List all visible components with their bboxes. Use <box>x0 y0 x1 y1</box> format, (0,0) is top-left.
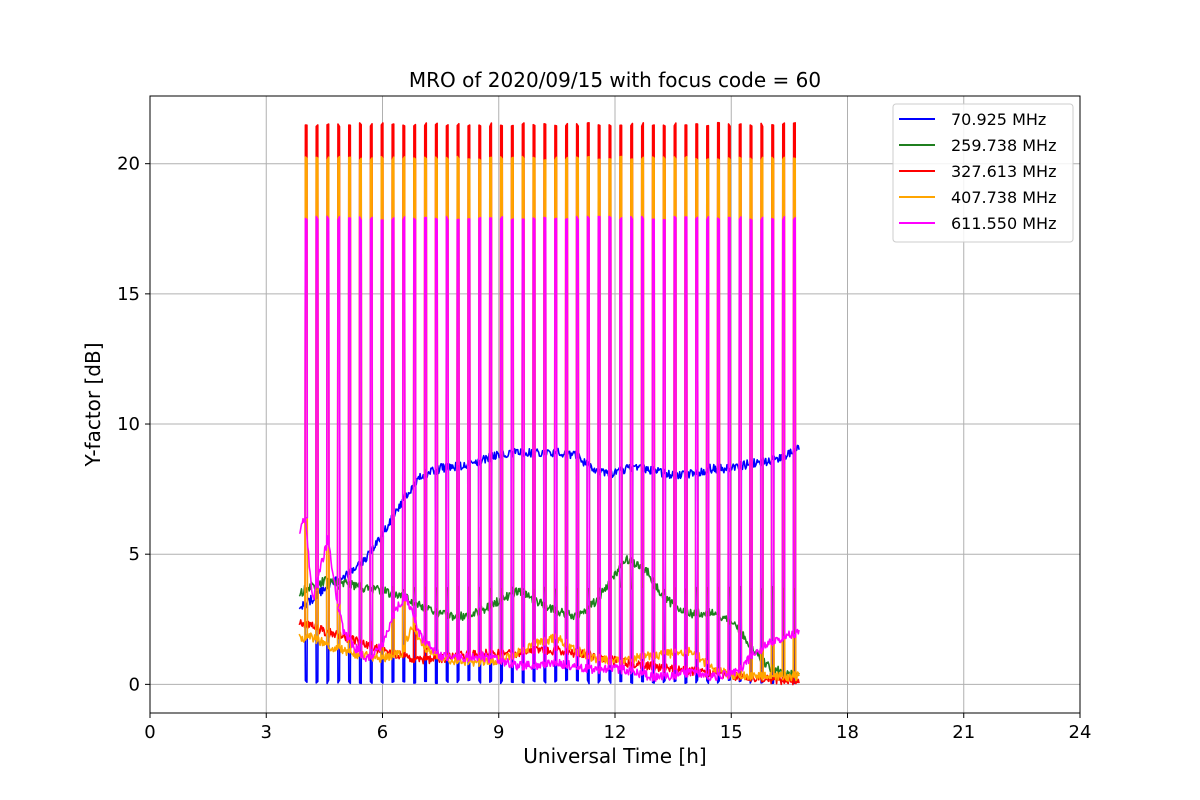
legend-entry-label: 407.738 MHz <box>951 188 1056 207</box>
x-axis-label: Universal Time [h] <box>523 744 706 768</box>
x-tick-label: 12 <box>604 722 627 743</box>
legend: 70.925 MHz 259.738 MHz 327.613 MHz 407.738 … <box>892 103 1074 243</box>
y-tick-label: 5 <box>129 544 140 565</box>
y-tick-label: 20 <box>117 154 140 175</box>
y-tick-label: 15 <box>117 284 140 305</box>
x-tick-label: 18 <box>836 722 859 743</box>
legend-entry-label: 327.613 MHz <box>951 162 1056 181</box>
x-tick-label: 3 <box>261 722 272 743</box>
chart-title: MRO of 2020/09/15 with focus code = 60 <box>409 68 821 92</box>
x-tick-label: 9 <box>493 722 504 743</box>
x-tick-label: 24 <box>1069 722 1092 743</box>
x-tick-label: 0 <box>144 722 155 743</box>
legend-box <box>892 103 1074 243</box>
legend-entry-label: 611.550 MHz <box>951 214 1056 233</box>
series-line <box>298 215 800 682</box>
y-axis-label: Y-factor [dB] <box>81 342 105 467</box>
series-layer <box>298 121 800 686</box>
legend-entry-label: 70.925 MHz <box>951 110 1046 129</box>
y-tick-label: 10 <box>117 414 140 435</box>
x-tick-label: 15 <box>720 722 743 743</box>
x-tick-label: 6 <box>377 722 388 743</box>
legend-entry-label: 259.738 MHz <box>951 136 1056 155</box>
ticks: 0 3 6 9 12 15 18 21 24 0 5 10 15 20 <box>117 154 1091 743</box>
y-tick-label: 0 <box>129 674 140 695</box>
x-tick-label: 21 <box>952 722 975 743</box>
